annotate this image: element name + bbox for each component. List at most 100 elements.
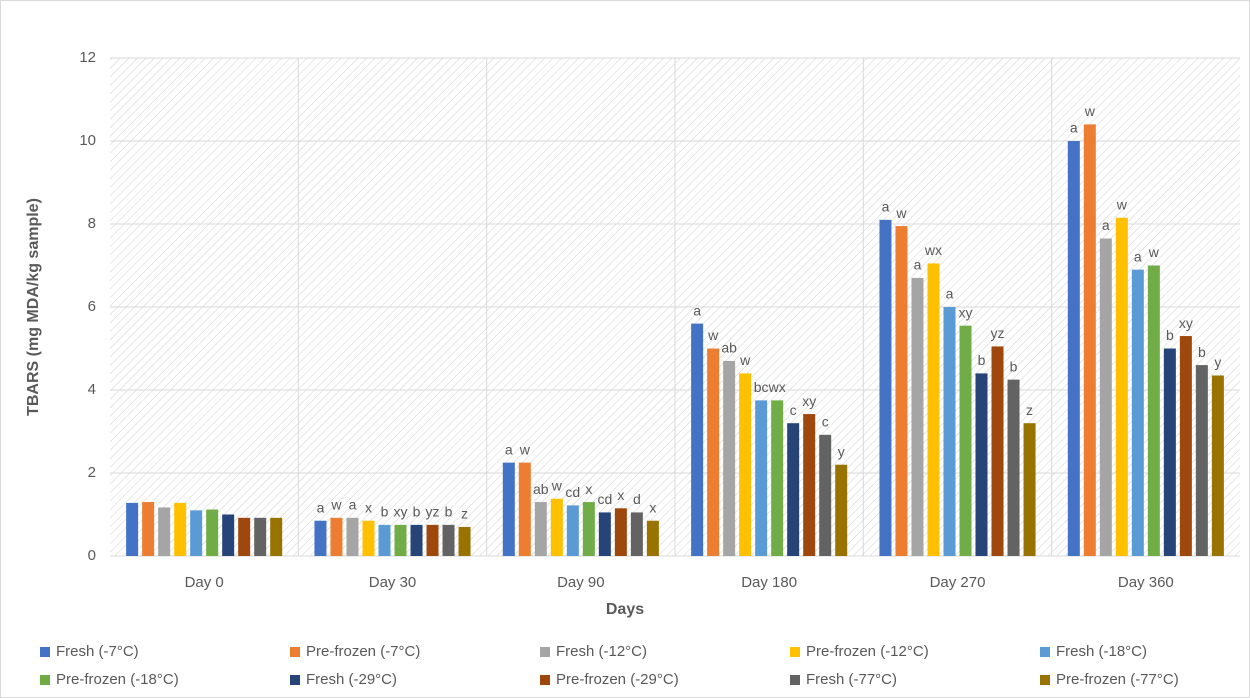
legend-label: Pre-frozen (-12°C) — [806, 643, 929, 660]
bar — [787, 423, 800, 556]
bar — [270, 517, 283, 556]
bar-annotation: w — [1084, 103, 1096, 119]
legend-swatch — [790, 675, 800, 685]
bar — [174, 502, 187, 556]
bar — [394, 524, 407, 556]
bar-annotation: ab — [721, 340, 737, 356]
bar-annotation: a — [1070, 120, 1078, 136]
bar — [410, 524, 423, 556]
bar — [206, 509, 219, 556]
bar — [582, 502, 595, 556]
bar — [614, 508, 627, 556]
bar — [518, 462, 531, 556]
bar-annotation: d — [633, 491, 641, 507]
bar — [158, 507, 171, 556]
bar — [458, 526, 471, 556]
bar — [534, 502, 547, 556]
bar-annotation: a — [882, 199, 890, 215]
bar-annotation: xy — [959, 304, 973, 320]
bar — [238, 517, 251, 556]
bar-annotation: cd — [597, 491, 612, 507]
bar — [943, 307, 956, 556]
bar — [426, 524, 439, 556]
bar — [502, 462, 515, 556]
bar-annotation: yz — [426, 504, 440, 520]
bar-annotation: b — [1198, 344, 1206, 360]
legend-swatch — [40, 647, 50, 657]
bar-annotation: y — [1214, 354, 1221, 370]
bar-annotation: a — [914, 257, 922, 273]
bar-annotation: a — [946, 286, 954, 302]
bar-annotation: x — [617, 487, 624, 503]
bar-annotation: y — [838, 443, 845, 459]
bar — [1083, 124, 1096, 557]
bar — [1115, 217, 1128, 556]
x-axis-title: Days — [606, 601, 644, 618]
x-tick-label: Day 30 — [369, 574, 417, 591]
bar — [330, 517, 343, 556]
bar-annotation: w — [1148, 244, 1160, 260]
legend-swatch — [790, 647, 800, 657]
y-axis-title: TBARS (mg MDA/kg sample) — [25, 198, 42, 416]
bar-annotation: w — [330, 497, 342, 513]
bar — [1179, 336, 1192, 556]
legend-label: Pre-frozen (-18°C) — [56, 671, 179, 688]
bar-annotation: a — [505, 441, 513, 457]
bar — [1163, 348, 1176, 556]
bar — [1023, 423, 1036, 556]
bar-annotation: xy — [802, 393, 816, 409]
bar — [991, 346, 1004, 556]
bar — [835, 464, 848, 556]
legend-swatch — [290, 675, 300, 685]
bar — [879, 219, 892, 556]
bar-annotation: w — [519, 441, 531, 457]
legend-label: Fresh (-12°C) — [556, 643, 647, 660]
bar-annotation: w — [551, 477, 563, 493]
bar — [927, 263, 940, 556]
bar — [346, 517, 359, 556]
bar-annotation: xy — [1179, 315, 1193, 331]
legend-label: Fresh (-29°C) — [306, 671, 397, 688]
bar-annotation: b — [381, 504, 389, 520]
bar — [442, 524, 455, 556]
bar — [142, 502, 155, 556]
bar — [819, 434, 832, 556]
bar-annotation: c — [822, 414, 829, 430]
bar — [566, 505, 579, 556]
bar-annotation: a — [1134, 248, 1142, 264]
legend-swatch — [1040, 647, 1050, 657]
x-tick-label: Day 270 — [930, 574, 986, 591]
bar — [771, 400, 784, 556]
bar-annotation: w — [739, 352, 751, 368]
bar-annotation: w — [1116, 196, 1128, 212]
bar — [646, 520, 659, 556]
bar-annotation: wx — [924, 242, 942, 258]
legend-swatch — [1040, 675, 1050, 685]
bar — [1211, 375, 1224, 556]
bar-annotation: z — [1026, 402, 1033, 418]
bar-annotation: a — [349, 497, 357, 513]
legend-label: Fresh (-18°C) — [1056, 643, 1147, 660]
y-tick-label: 0 — [88, 547, 96, 564]
bar-annotation: b — [978, 352, 986, 368]
bar-annotation: wx — [768, 379, 786, 395]
y-tick-label: 2 — [88, 464, 96, 481]
x-tick-label: Day 180 — [741, 574, 797, 591]
bar-annotation: b — [413, 504, 421, 520]
bar — [1007, 379, 1020, 556]
bar — [362, 520, 375, 556]
bar-annotation: a — [1102, 217, 1110, 233]
y-tick-label: 6 — [88, 298, 96, 315]
y-tick-label: 8 — [88, 215, 96, 232]
legend-swatch — [290, 647, 300, 657]
bar-annotation: xy — [394, 504, 408, 520]
bar — [598, 512, 611, 556]
bar — [314, 520, 327, 556]
x-tick-label: Day 360 — [1118, 574, 1174, 591]
legend-swatch — [40, 675, 50, 685]
legend-label: Fresh (-77°C) — [806, 671, 897, 688]
bar — [126, 502, 139, 556]
bar-annotation: ab — [533, 481, 549, 497]
bar — [550, 498, 563, 556]
bar-annotation: w — [707, 327, 719, 343]
